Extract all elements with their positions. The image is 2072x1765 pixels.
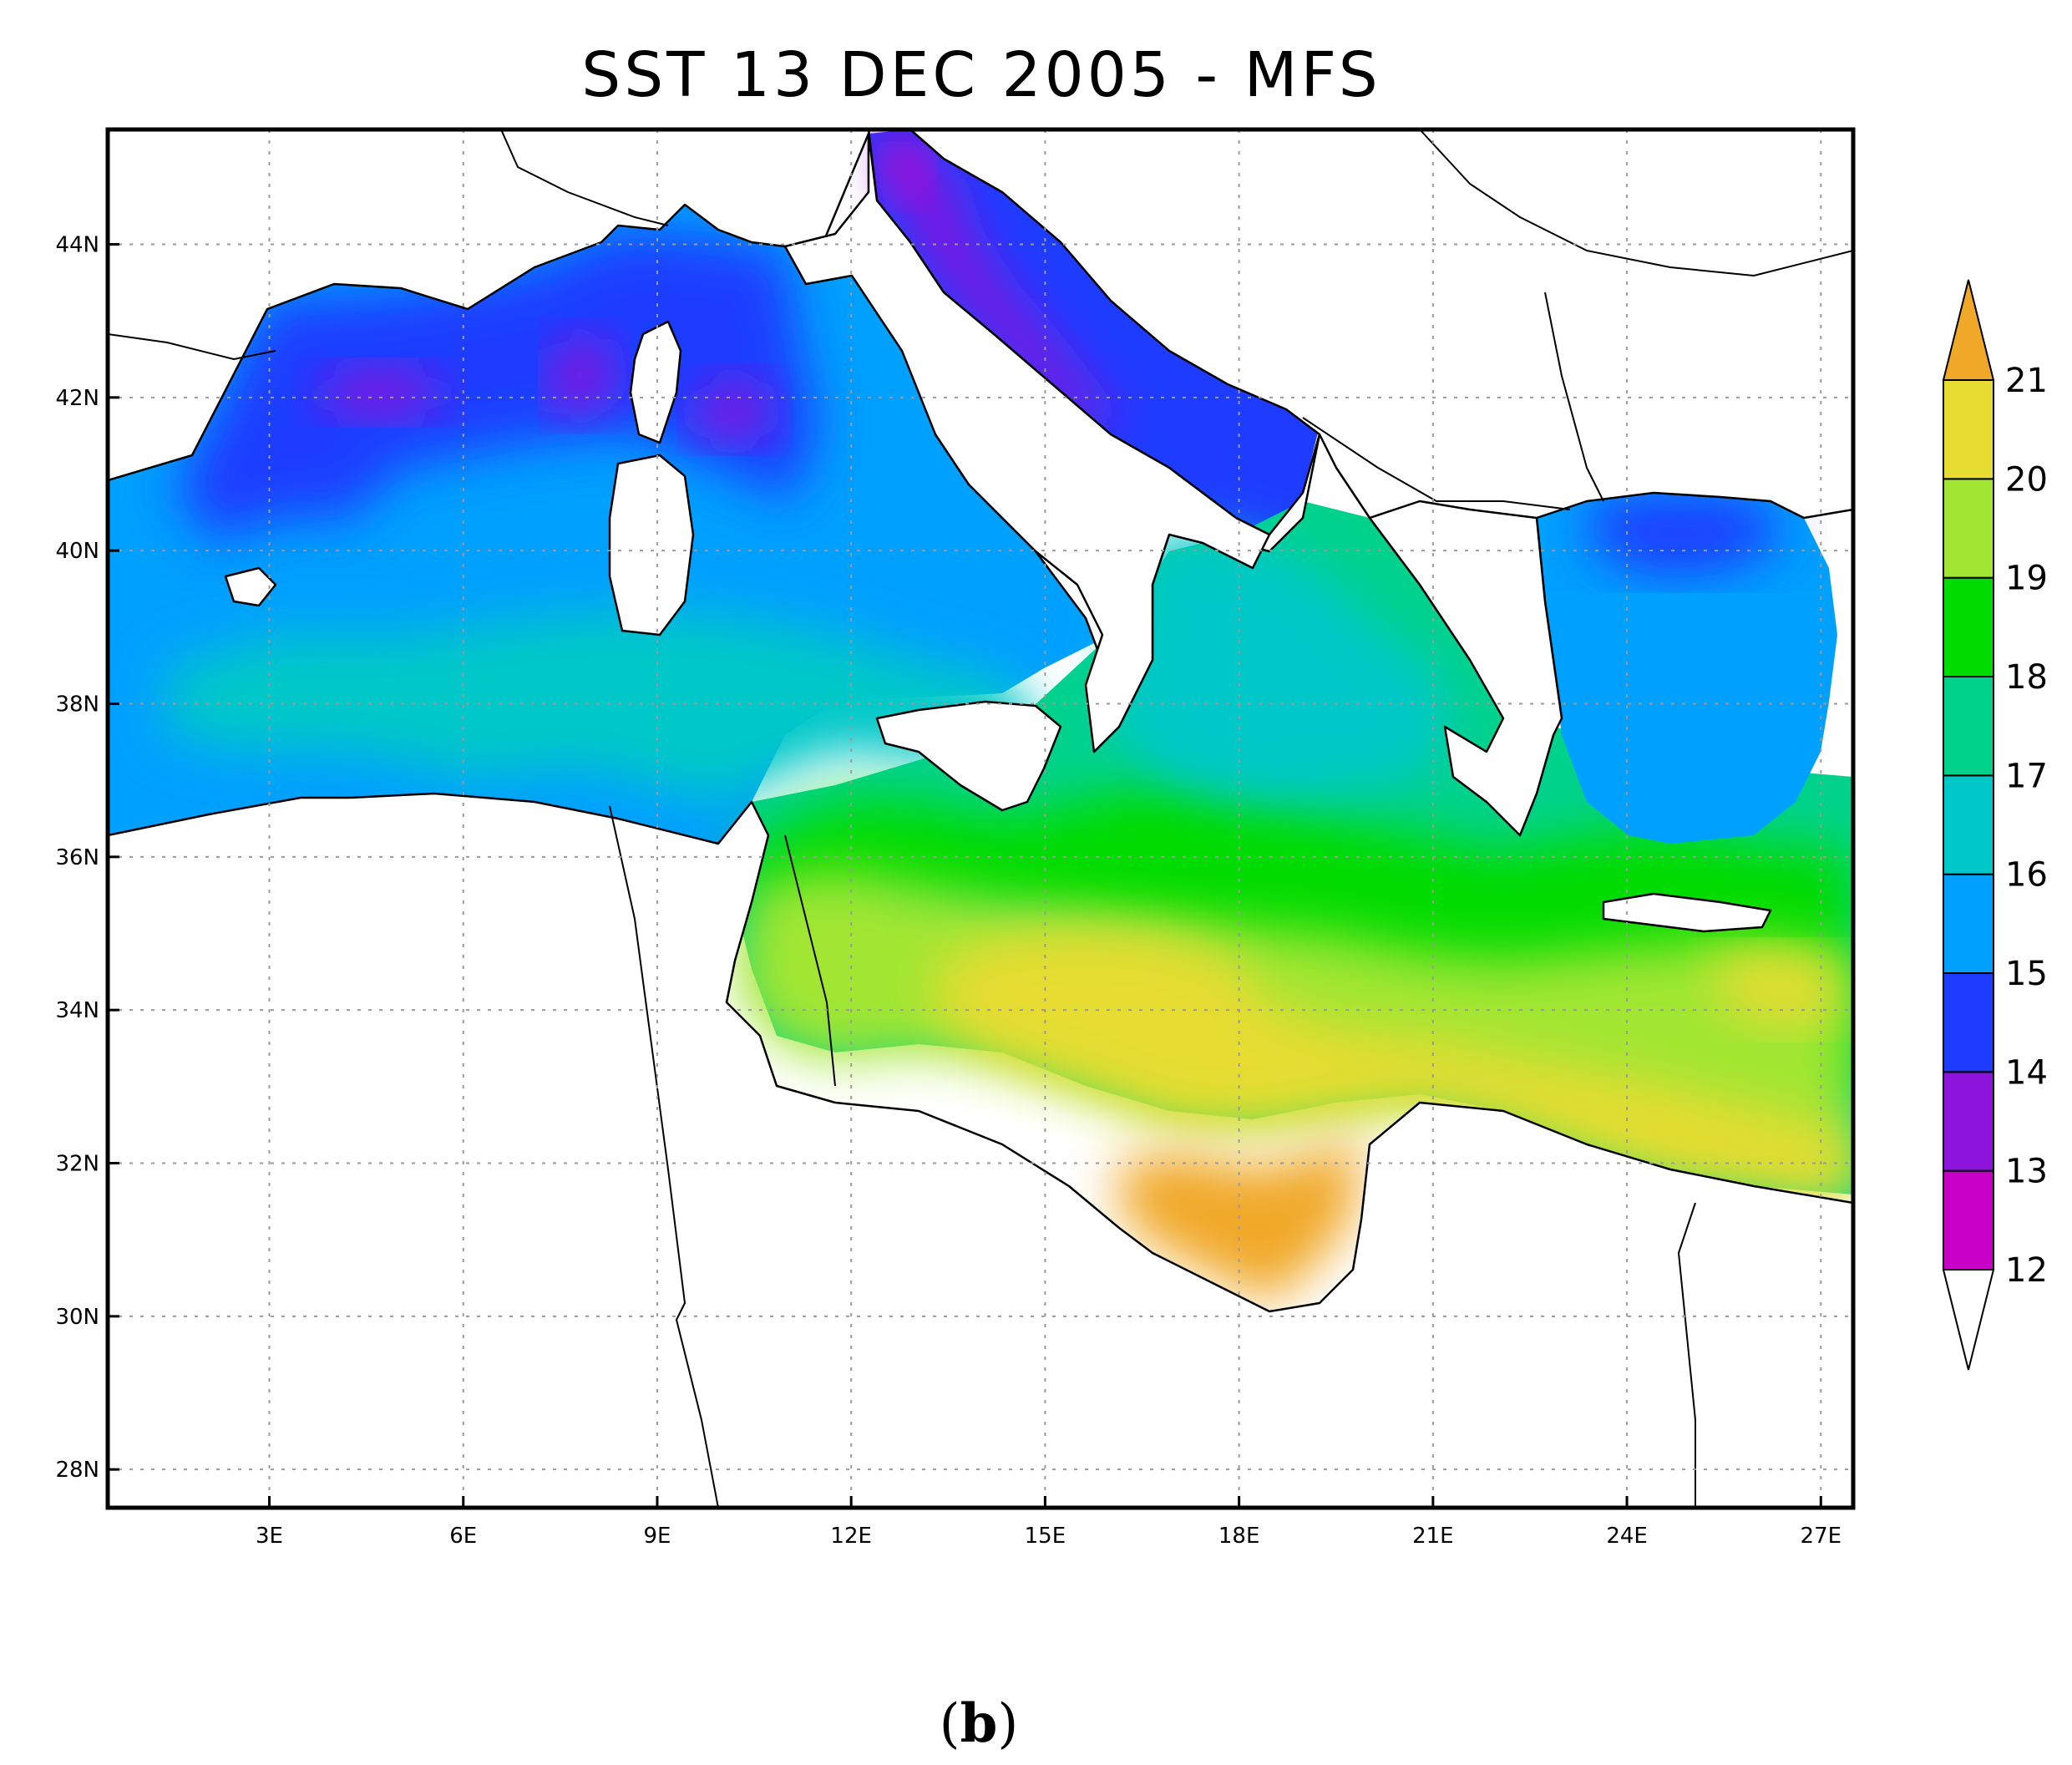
colorbar-bin-16-17 [1943, 774, 1994, 875]
colorbar-label: 17 [2005, 757, 2048, 795]
colorbar-label: 16 [2005, 856, 2048, 895]
sst-patch-21 [1119, 1136, 1361, 1303]
lat-tick-label: 30N [55, 1305, 99, 1330]
border-europe-4 [1544, 292, 1604, 502]
panel-label: (b) [940, 1692, 1019, 1755]
sst-patch-13-c [693, 376, 777, 443]
colorbar-bin-14-15 [1943, 972, 1994, 1073]
lon-tick-label: 27E [1801, 1524, 1842, 1549]
sst-aegean-14 [1587, 493, 1787, 576]
colorbar-bin-19-20 [1943, 478, 1994, 579]
colorbar-bin-17-18 [1943, 676, 1994, 777]
lat-tick-label: 40N [55, 539, 99, 564]
lon-tick-label: 3E [256, 1524, 283, 1549]
sst-patch-13-a [317, 368, 443, 418]
land-sardinia [608, 454, 695, 637]
sst-colorbar: 12 13 14 15 16 17 18 19 20 21 [1942, 279, 2048, 1371]
lon-tick-label: 15E [1025, 1524, 1066, 1549]
lat-tick-label: 34N [55, 998, 99, 1023]
colorbar-label: 15 [2005, 955, 2048, 993]
political-borders [108, 129, 1853, 1508]
lat-tick-label: 28N [55, 1458, 99, 1483]
colorbar-bin-18-19 [1943, 576, 1994, 678]
sst-adriatic-13 [885, 142, 1111, 434]
plot-frame [105, 127, 1856, 1510]
colorbar-label: 21 [2005, 362, 2048, 400]
lat-tick-label: 38N [55, 692, 99, 718]
lat-tick-label: 32N [55, 1152, 99, 1177]
land-corsica [629, 320, 682, 444]
land-balearic [224, 566, 277, 607]
border-europe-5 [108, 333, 276, 360]
lat-tick-label: 44N [55, 233, 99, 258]
sst-band-20 [935, 927, 1853, 1203]
colorbar-under-arrow [1942, 1269, 1995, 1371]
map-title: SST 13 DEC 2005 - MFS [581, 39, 1380, 111]
colorbar-bin-12-13 [1943, 1169, 1994, 1270]
colorbar-over-arrow [1942, 279, 1995, 381]
colorbar-label: 13 [2005, 1153, 2048, 1191]
lon-tick-label: 12E [830, 1524, 872, 1549]
map-grid [108, 129, 1853, 1508]
colorbar-label: 20 [2005, 460, 2048, 499]
sst-adriatic-12 [877, 138, 927, 200]
land-greece [1368, 500, 1563, 837]
sst-band-20-east [1712, 952, 1837, 1027]
sst-patch-13-b [551, 334, 618, 418]
lon-tick-label: 24E [1606, 1524, 1648, 1549]
lat-tick-label: 36N [55, 845, 99, 870]
sst-sea-adriatic [869, 129, 1320, 535]
map-plot-area: 28N 30N 32N 34N 36N 38N 40N 42N 44N 3E 6E 9E 12E 15E… [55, 127, 1856, 1549]
colorbar-label: 14 [2005, 1053, 2048, 1092]
sst-sea-ionian [1111, 535, 1453, 802]
colorbar-label: 18 [2005, 658, 2048, 697]
lon-tick-label: 6E [449, 1524, 477, 1549]
lon-tick-labels: 3E 6E 9E 12E 15E 18E 21E 24E 27E [256, 1496, 1841, 1549]
lon-tick-label: 18E [1218, 1524, 1260, 1549]
land-sicily [875, 700, 1062, 812]
border-africa-2 [784, 834, 836, 1087]
colorbar-bin-13-14 [1943, 1071, 1994, 1172]
sst-field [108, 129, 1853, 1303]
border-europe-3 [1302, 417, 1571, 510]
border-africa-3 [1678, 1202, 1696, 1508]
colorbar-label: 19 [2005, 560, 2048, 598]
colorbar-label: 12 [2005, 1251, 2048, 1290]
lon-tick-label: 21E [1412, 1524, 1454, 1549]
lon-tick-label: 9E [643, 1524, 671, 1549]
sst-band-14-nw [175, 230, 818, 543]
border-africa-1 [609, 805, 719, 1508]
land-africa [108, 792, 1853, 1508]
land-masses [108, 129, 1853, 1508]
border-europe-2 [1419, 129, 1853, 276]
colorbar-bin-15-16 [1943, 873, 1994, 974]
colorbar-bin-20-21 [1943, 379, 1994, 480]
sst-sea-aegean [1537, 493, 1837, 844]
lat-tick-label: 42N [55, 386, 99, 411]
land-crete [1602, 892, 1772, 933]
sst-band-16-w [167, 610, 1044, 802]
land-italy [783, 132, 1271, 753]
lat-tick-labels: 28N 30N 32N 34N 36N 38N 40N 42N 44N [55, 233, 119, 1483]
border-europe-1 [500, 129, 669, 226]
